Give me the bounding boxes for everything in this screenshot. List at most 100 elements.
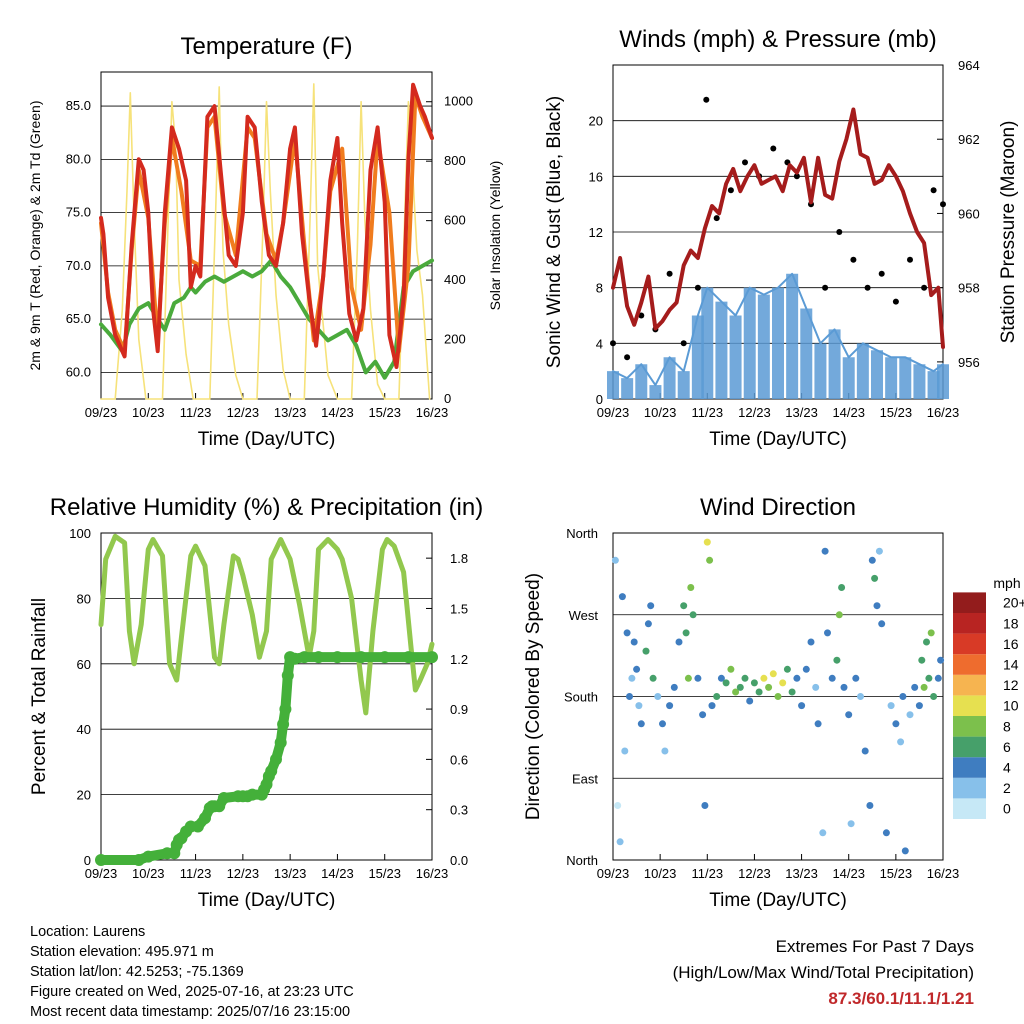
gust-point — [727, 187, 734, 194]
rh-y-tick-label: 80 — [77, 591, 91, 606]
rh-y-tick-label: 0 — [84, 853, 91, 868]
dir-point — [736, 683, 744, 691]
dir-point — [861, 747, 869, 755]
dir-y-axis-label: Direction (Colored By Speed) — [523, 573, 544, 820]
dir-point — [765, 683, 773, 691]
dir-point — [821, 547, 829, 555]
temp-y-tick-label: 65.0 — [66, 311, 91, 326]
dir-legend-label: 18 — [1003, 615, 1019, 631]
wind-y-right-tick-label: 958 — [958, 281, 980, 296]
gust-point — [907, 256, 913, 263]
dir-point — [661, 747, 669, 755]
precip-point — [132, 854, 145, 866]
temp-x-axis-label: Time (Day/UTC) — [198, 429, 336, 450]
dir-point — [779, 679, 787, 687]
temp-x-tick-label: 13/23 — [274, 405, 307, 420]
dir-point — [875, 547, 883, 555]
rh-y-right-tick-label: 1.8 — [450, 551, 468, 566]
dir-point — [852, 674, 860, 682]
wind-x-tick-label: 13/23 — [785, 405, 818, 420]
wind-y-tick-label: 20 — [589, 114, 603, 129]
wind-y-axis-label: Sonic Wind & Gust (Blue, Black) — [544, 96, 565, 368]
wind-series-line — [612, 272, 944, 387]
dir-point — [611, 556, 619, 564]
dir-x-tick-label: 15/23 — [880, 866, 913, 881]
dir-point — [838, 584, 846, 591]
temp-y-right-tick-label: 800 — [444, 153, 466, 168]
gust-point — [822, 284, 829, 291]
gust-point — [930, 187, 937, 194]
dir-legend-swatch — [953, 757, 986, 778]
dir-x-axis-label: Time (Day/UTC) — [709, 890, 847, 911]
location-label: Location: Laurens — [30, 924, 146, 940]
dir-point — [699, 711, 707, 719]
gust-point — [940, 201, 946, 208]
dir-point — [642, 647, 650, 655]
dir-legend-label: 20+ — [1003, 595, 1024, 611]
dir-point — [937, 656, 945, 664]
gust-point — [694, 284, 701, 291]
wind-x-tick-label: 10/23 — [644, 405, 677, 420]
dir-point — [680, 602, 688, 610]
dir-point — [618, 593, 626, 601]
dir-point — [713, 693, 721, 700]
dir-point — [824, 629, 831, 637]
dir-point — [840, 683, 848, 691]
dir-point — [708, 702, 716, 710]
gust-point — [742, 159, 748, 166]
dir-point — [892, 720, 900, 728]
dir-point — [637, 720, 645, 728]
dir-point — [899, 693, 907, 700]
dir-point — [675, 638, 683, 646]
wind-x-tick-label: 09/23 — [597, 405, 630, 420]
latlon-label: Station lat/lon: 42.5253; -75.1369 — [30, 964, 244, 980]
precip-point — [95, 854, 107, 866]
wind-y-right-tick-label: 960 — [958, 206, 980, 221]
wind-x-tick-label: 15/23 — [880, 405, 913, 420]
wind-y-tick-label: 4 — [596, 336, 603, 351]
dir-point — [635, 702, 643, 710]
dir-point — [644, 620, 652, 628]
dir-point — [923, 638, 930, 646]
dir-point — [623, 629, 631, 637]
gust-point — [610, 340, 616, 347]
precip-point — [270, 753, 282, 766]
extremes-title: Extremes For Past 7 Days — [775, 937, 974, 956]
dir-point — [915, 702, 923, 710]
precip-point — [277, 718, 290, 731]
precip-point — [331, 651, 344, 664]
temp-x-tick-label: 15/23 — [368, 405, 401, 420]
rh-x-tick-label: 14/23 — [321, 866, 354, 881]
gust-point — [638, 312, 645, 319]
wind-y-tick-label: 0 — [596, 392, 603, 407]
dir-point — [614, 802, 622, 809]
temp-y-axis-label: 2m & 9m T (Red, Orange) & 2m Td (Green) — [27, 101, 43, 371]
dir-point — [788, 688, 796, 696]
dir-point — [812, 683, 820, 691]
wind-x-tick-label: 16/23 — [927, 405, 960, 420]
rh-x-tick-label: 13/23 — [274, 866, 307, 881]
dir-x-tick-label: 14/23 — [832, 866, 865, 881]
dir-y-tick-label: North — [566, 853, 598, 868]
rh-y-tick-label: 100 — [69, 526, 91, 541]
dir-point — [918, 656, 926, 664]
elevation-label: Station elevation: 495.971 m — [30, 944, 214, 960]
wind-y-right-axis-label: Station Pressure (Maroon) — [998, 121, 1019, 344]
dir-point — [616, 838, 624, 846]
dir-point — [930, 693, 938, 700]
dir-point — [814, 720, 822, 728]
dir-point — [649, 674, 657, 682]
dir-point — [694, 674, 702, 682]
precip-point — [265, 765, 278, 778]
dir-point — [741, 674, 749, 682]
gust-point — [624, 354, 631, 361]
temp-y-right-tick-label: 200 — [444, 332, 466, 347]
dir-legend-label: 14 — [1003, 657, 1019, 673]
dir-point — [722, 679, 730, 687]
precip-point — [191, 820, 204, 833]
wind-x-tick-label: 12/23 — [738, 405, 771, 420]
dir-x-tick-label: 16/23 — [927, 866, 960, 881]
temp-series-solar — [100, 83, 431, 400]
dir-legend-swatch — [953, 592, 986, 613]
